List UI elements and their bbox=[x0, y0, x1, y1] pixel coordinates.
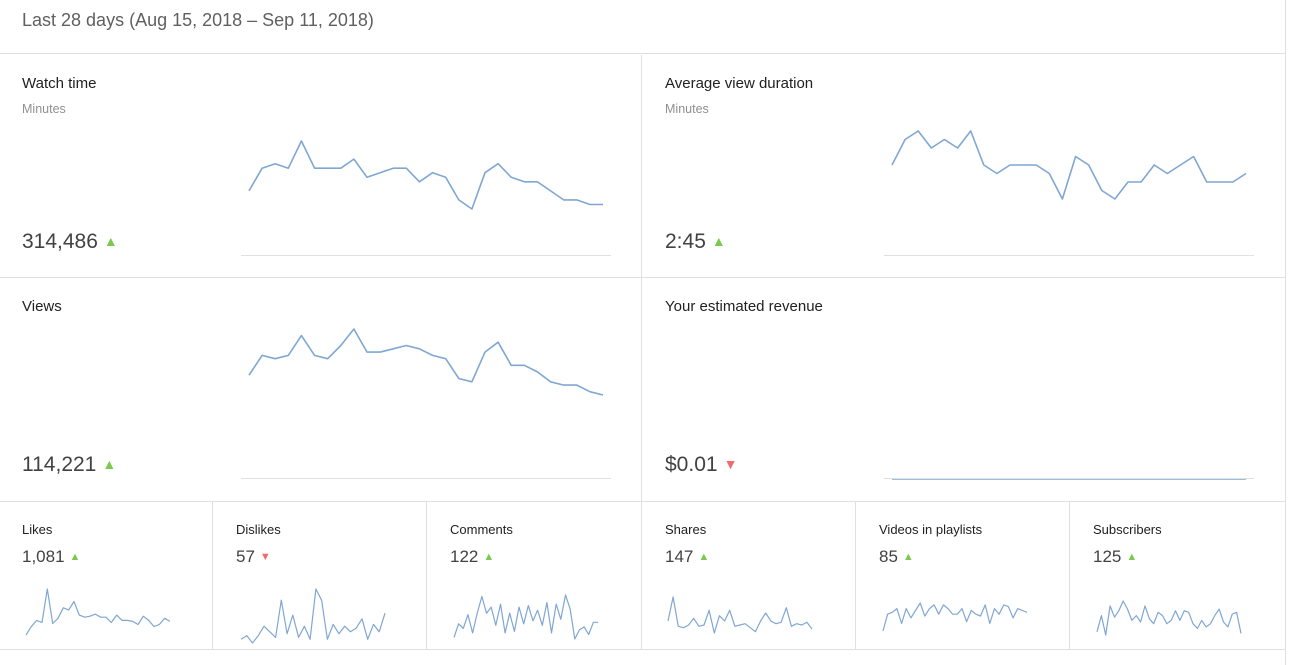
divider bbox=[855, 502, 856, 649]
trend-up-icon: ▲ bbox=[711, 233, 726, 249]
views-sparkline bbox=[248, 328, 604, 396]
chart-baseline bbox=[241, 255, 611, 256]
likes-sparkline bbox=[25, 588, 171, 636]
sparkline-path bbox=[248, 140, 603, 210]
shares-sparkline bbox=[667, 596, 813, 634]
trend-up-icon: ▲ bbox=[902, 551, 914, 563]
trend-up-icon: ▲ bbox=[698, 551, 710, 563]
card-views[interactable]: Views 114,221 ▲ bbox=[0, 223, 641, 501]
metric-title: Subscribers bbox=[1093, 522, 1162, 537]
value-text: 85 bbox=[879, 547, 898, 566]
metric-value: 85 ▲ bbox=[879, 547, 914, 567]
date-range-label[interactable]: Last 28 days (Aug 15, 2018 – Sep 11, 201… bbox=[22, 10, 374, 30]
metric-title: Dislikes bbox=[236, 522, 281, 537]
value-text: 314,486 bbox=[22, 230, 98, 253]
scrollbar-edge bbox=[1285, 0, 1286, 665]
trend-down-icon: ▼ bbox=[723, 456, 738, 472]
sparkline-path bbox=[1096, 600, 1242, 636]
metric-title: Likes bbox=[22, 522, 53, 537]
sparkline-path bbox=[25, 588, 171, 636]
trend-up-icon: ▲ bbox=[103, 233, 118, 249]
card-title: Average view duration bbox=[665, 75, 814, 92]
avd-sparkline bbox=[891, 130, 1247, 200]
card-title: Your estimated revenue bbox=[665, 298, 823, 315]
chart-baseline bbox=[884, 255, 1254, 256]
sparkline-path bbox=[667, 596, 813, 634]
value-text: 147 bbox=[665, 547, 694, 566]
metric-value: 122 ▲ bbox=[450, 547, 494, 567]
metric-title: Shares bbox=[665, 522, 707, 537]
metric-title: Videos in playlists bbox=[879, 522, 983, 537]
sparkline-path bbox=[453, 594, 598, 640]
sparkline-path bbox=[240, 588, 386, 644]
revenue-sparkline bbox=[892, 478, 1246, 480]
card-value: 314,486 ▲ bbox=[22, 230, 118, 254]
card-average-view-duration[interactable]: Average view duration Minutes 2:45 ▲ bbox=[643, 0, 1285, 277]
metric-value: 1,081 ▲ bbox=[22, 547, 80, 567]
metric-title: Comments bbox=[450, 522, 513, 537]
metric-value: 57 ▼ bbox=[236, 547, 271, 567]
value-text: $0.01 bbox=[665, 453, 718, 476]
divider bbox=[0, 277, 1285, 278]
value-text: 57 bbox=[236, 547, 255, 566]
chart-baseline bbox=[241, 478, 611, 479]
card-value: $0.01 ▼ bbox=[665, 453, 737, 477]
trend-down-icon: ▼ bbox=[259, 551, 271, 563]
sparkline-path bbox=[882, 602, 1028, 632]
metric-value: 147 ▲ bbox=[665, 547, 709, 567]
trend-up-icon: ▲ bbox=[1126, 551, 1138, 563]
card-subtitle: Minutes bbox=[22, 102, 66, 116]
trend-up-icon: ▲ bbox=[69, 551, 81, 563]
trend-up-icon: ▲ bbox=[483, 551, 495, 563]
dislikes-sparkline bbox=[240, 588, 386, 644]
value-text: 1,081 bbox=[22, 547, 65, 566]
divider bbox=[426, 502, 427, 649]
card-title: Watch time bbox=[22, 75, 97, 92]
comments-sparkline bbox=[453, 594, 598, 640]
divider bbox=[0, 649, 1285, 650]
card-value: 2:45 ▲ bbox=[665, 230, 726, 254]
watch-time-sparkline bbox=[248, 140, 603, 210]
sparkline-path bbox=[248, 328, 604, 396]
subscribers-sparkline bbox=[1096, 600, 1242, 636]
card-watch-time[interactable]: Watch time Minutes 314,486 ▲ bbox=[0, 0, 641, 277]
divider bbox=[1069, 502, 1070, 649]
divider bbox=[641, 55, 642, 501]
chart-baseline bbox=[884, 478, 1254, 479]
divider bbox=[0, 501, 1285, 502]
card-estimated-revenue[interactable]: Your estimated revenue $0.01 ▼ bbox=[643, 223, 1285, 501]
sparkline-path bbox=[891, 130, 1247, 200]
card-subtitle: Minutes bbox=[665, 102, 709, 116]
divider bbox=[641, 502, 642, 649]
value-text: 125 bbox=[1093, 547, 1122, 566]
playlists-sparkline bbox=[882, 602, 1028, 632]
card-title: Views bbox=[22, 298, 62, 315]
metric-value: 125 ▲ bbox=[1093, 547, 1137, 567]
value-text: 114,221 bbox=[22, 453, 97, 476]
value-text: 2:45 bbox=[665, 230, 706, 253]
value-text: 122 bbox=[450, 547, 479, 566]
divider bbox=[212, 502, 213, 649]
trend-up-icon: ▲ bbox=[102, 456, 117, 472]
header: Last 28 days (Aug 15, 2018 – Sep 11, 201… bbox=[0, 0, 1285, 54]
card-value: 114,221 ▲ bbox=[22, 453, 116, 477]
